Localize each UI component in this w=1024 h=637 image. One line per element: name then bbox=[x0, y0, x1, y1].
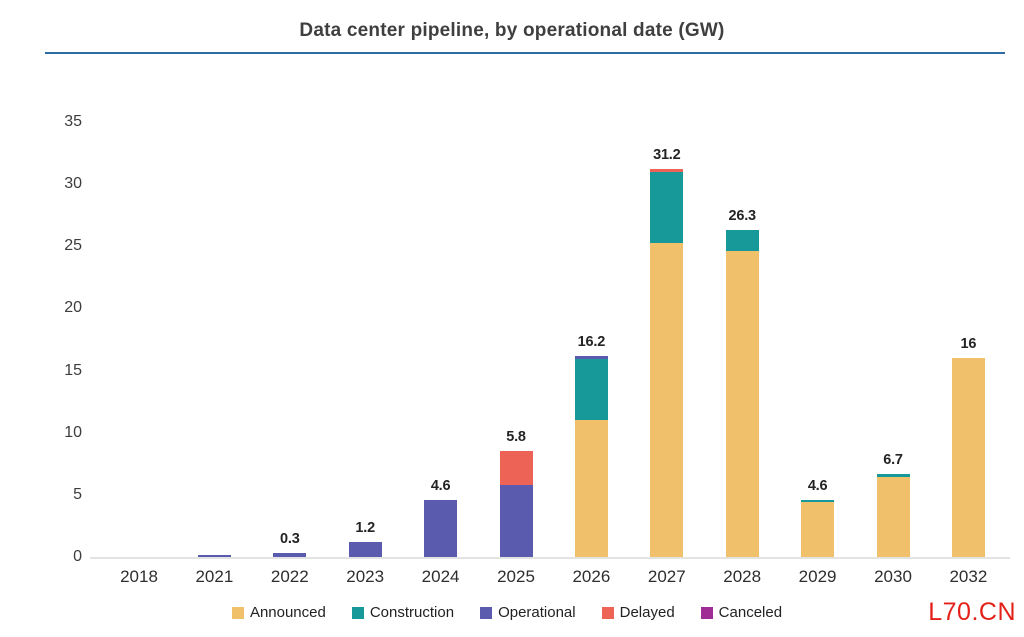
bar-value-label: 16 bbox=[960, 336, 977, 353]
bar-2026 bbox=[574, 355, 608, 557]
y-axis-tick-label: 30 bbox=[64, 175, 82, 193]
bar-2028 bbox=[725, 230, 759, 557]
bar-segment-construction bbox=[650, 171, 684, 243]
y-axis-tick-label: 10 bbox=[64, 423, 82, 441]
bar-segment-construction bbox=[574, 359, 608, 421]
bar-segment-operational bbox=[273, 553, 307, 557]
bar-2024 bbox=[424, 499, 458, 557]
bar-segment-operational bbox=[424, 499, 458, 557]
watermark: L70.CN bbox=[928, 598, 1016, 626]
bar-2022 bbox=[273, 553, 307, 557]
x-axis-label: 2030 bbox=[874, 567, 912, 586]
legend-label: Construction bbox=[369, 604, 455, 621]
legend-item-announced: Announced bbox=[231, 604, 326, 621]
bar-segment-announced bbox=[725, 251, 759, 557]
bar-value-label: 0.3 bbox=[280, 531, 300, 548]
bar-segment-delayed bbox=[650, 169, 684, 172]
bar-segment-construction bbox=[876, 473, 910, 478]
legend-label: Canceled bbox=[718, 604, 783, 621]
bar-2025 bbox=[499, 451, 533, 557]
legend-item-construction: Construction bbox=[351, 604, 455, 621]
bar-segment-announced bbox=[574, 420, 608, 557]
bar-value-label: 4.6 bbox=[807, 477, 828, 494]
x-axis-label: 2029 bbox=[798, 567, 837, 586]
bar-segment-operational bbox=[499, 484, 533, 557]
legend-label: Delayed bbox=[619, 604, 675, 621]
legend-swatch-icon bbox=[700, 606, 713, 619]
bar-segment-operational bbox=[348, 542, 382, 557]
y-axis-tick-label: 5 bbox=[73, 485, 82, 503]
legend-label: Operational bbox=[498, 604, 576, 621]
y-axis-tick-label: 25 bbox=[64, 237, 82, 255]
bar-2021 bbox=[197, 554, 231, 557]
bar-value-label: 4.6 bbox=[430, 477, 451, 494]
bar-segment-announced bbox=[650, 242, 684, 557]
bar-2027 bbox=[650, 169, 684, 557]
bar-segment-operational bbox=[197, 554, 231, 557]
bar-value-label: 16.2 bbox=[577, 333, 606, 350]
x-axis-label: 2026 bbox=[572, 567, 611, 586]
legend-item-operational: Operational bbox=[480, 604, 576, 621]
legend-item-delayed: Delayed bbox=[601, 604, 675, 621]
x-axis-baseline bbox=[90, 557, 1010, 559]
bar-2029 bbox=[801, 499, 835, 557]
x-axis-label: 2023 bbox=[346, 567, 385, 586]
x-axis-label: 2028 bbox=[723, 567, 762, 586]
x-axis-label: 2022 bbox=[270, 567, 309, 586]
legend-swatch-icon bbox=[231, 606, 244, 619]
title-underline bbox=[45, 52, 1005, 54]
legend-swatch-icon bbox=[480, 606, 493, 619]
bar-value-label: 6.7 bbox=[883, 451, 903, 468]
legend-label: Announced bbox=[249, 604, 326, 621]
bar-value-label: 26.3 bbox=[728, 208, 756, 225]
y-axis-tick-label: 20 bbox=[64, 299, 82, 317]
y-axis-tick-label: 35 bbox=[64, 113, 82, 130]
legend-swatch-icon bbox=[601, 606, 614, 619]
bar-segment-construction bbox=[725, 230, 759, 252]
bar-value-label: 31.2 bbox=[653, 147, 681, 164]
x-axis-label: 2021 bbox=[195, 567, 234, 586]
legend-swatch-icon bbox=[351, 606, 364, 619]
y-axis-tick-label: 15 bbox=[64, 361, 82, 379]
x-axis-label: 2024 bbox=[421, 567, 460, 586]
bar-segment-operational bbox=[574, 355, 608, 360]
bar-value-label: 1.2 bbox=[355, 520, 375, 537]
bar-segment-delayed bbox=[499, 451, 533, 485]
bar-segment-announced bbox=[951, 358, 985, 557]
x-axis-label: 2025 bbox=[497, 567, 535, 586]
x-axis-label: 2018 bbox=[120, 567, 158, 586]
bar-segment-announced bbox=[876, 477, 910, 557]
legend: Announced Construction Operational Delayed C… bbox=[92, 604, 922, 621]
y-axis-tick-label: 0 bbox=[73, 548, 82, 565]
bar-2032 bbox=[951, 358, 985, 557]
chart-title: Data center pipeline, by operational dat… bbox=[299, 20, 725, 41]
x-axis-label: 2027 bbox=[647, 567, 686, 586]
bar-2023 bbox=[348, 542, 382, 557]
bar-2030 bbox=[876, 473, 910, 557]
x-axis-label: 2032 bbox=[949, 567, 988, 586]
bar-segment-announced bbox=[801, 502, 835, 557]
legend-item-canceled: Canceled bbox=[700, 604, 783, 621]
bar-value-label: 5.8 bbox=[506, 429, 526, 446]
bar-segment-construction bbox=[801, 499, 835, 503]
